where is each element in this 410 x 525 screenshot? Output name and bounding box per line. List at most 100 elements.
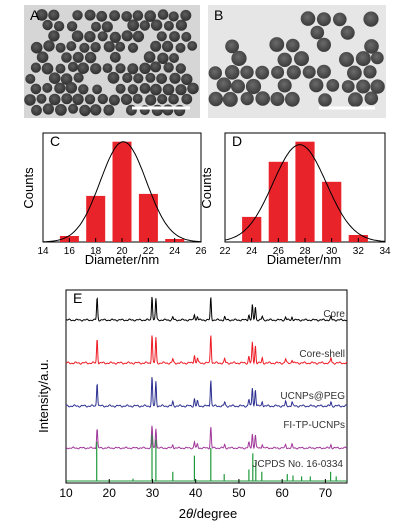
particle <box>84 31 96 43</box>
particle <box>162 40 174 53</box>
particle <box>181 73 193 86</box>
histogram-d: D Counts Diameter/nm 22 24 26 28 30 32 34 <box>199 132 391 267</box>
particle <box>347 65 362 81</box>
particle <box>208 66 222 80</box>
particle <box>163 62 174 73</box>
particle <box>150 83 162 96</box>
particle <box>48 93 61 106</box>
xrd-xlabel: 2θ/degree <box>179 506 237 521</box>
particle <box>231 50 247 66</box>
x-tick-label: 60 <box>275 486 289 500</box>
particle <box>127 19 140 32</box>
gaussian-fit-curve <box>42 141 202 243</box>
particle <box>145 94 157 106</box>
particle <box>54 82 66 94</box>
particle <box>277 52 292 67</box>
particle <box>169 72 181 84</box>
particle <box>162 83 175 96</box>
particle <box>156 31 167 42</box>
particle <box>340 25 355 40</box>
particle <box>133 73 144 84</box>
particle <box>48 72 61 84</box>
particle <box>127 84 139 95</box>
particle <box>356 79 371 94</box>
particle <box>30 83 42 95</box>
particle <box>53 21 65 32</box>
particle <box>109 51 121 63</box>
x-tick-label: 28 <box>299 246 311 257</box>
particle <box>132 10 144 21</box>
x-tick-label: 22 <box>219 246 231 257</box>
particle <box>175 42 186 53</box>
xrd-pattern-line <box>65 335 348 365</box>
particle <box>326 79 340 92</box>
particle <box>36 51 49 63</box>
particle <box>225 39 240 54</box>
particle <box>73 72 84 83</box>
histogram-bar <box>268 161 288 242</box>
particle <box>90 104 102 116</box>
particle <box>121 11 132 22</box>
particle <box>286 38 300 53</box>
particle <box>115 63 126 74</box>
x-tick-label: 10 <box>59 486 73 500</box>
particle <box>121 30 133 42</box>
particle <box>115 41 126 52</box>
particle <box>61 93 73 105</box>
particle <box>364 91 379 106</box>
particle <box>109 31 121 43</box>
particle <box>150 19 163 31</box>
particle <box>222 91 238 107</box>
series-label: FI-TP-UCNPs <box>283 420 345 431</box>
particle <box>72 51 84 63</box>
histogram-bar <box>112 141 132 242</box>
histogram-bar <box>242 216 262 242</box>
particle <box>286 65 301 80</box>
particle <box>316 64 331 79</box>
particle <box>363 65 377 79</box>
particle <box>364 39 379 54</box>
particle <box>120 93 133 105</box>
particle <box>84 9 96 21</box>
particle <box>31 104 42 116</box>
x-tick-label: 24 <box>169 246 181 257</box>
particle <box>132 93 143 104</box>
particle <box>77 62 89 74</box>
particle <box>144 10 156 22</box>
x-tick-label: 26 <box>195 246 207 257</box>
particle <box>168 93 179 105</box>
x-tick-label: 18 <box>90 246 102 257</box>
particle <box>90 42 101 53</box>
panel-label-b: B <box>214 7 223 23</box>
x-tick-label: 50 <box>232 486 246 500</box>
xrd-xlabel-prefix: 2 <box>179 506 186 521</box>
x-tick-label: 20 <box>103 486 117 500</box>
particle <box>175 63 186 74</box>
particle <box>66 41 77 52</box>
particle <box>102 63 113 73</box>
particle <box>231 79 245 94</box>
particle <box>294 51 309 67</box>
particle <box>132 30 145 43</box>
xrd-pattern-line <box>65 425 347 450</box>
particle <box>245 78 262 95</box>
xrd-pattern-line <box>65 377 348 408</box>
particle <box>30 41 43 54</box>
histogram-d-xlabel: Diameter/nm <box>267 252 341 267</box>
particle <box>150 40 162 52</box>
tem-image-b: B <box>208 5 386 118</box>
particle <box>180 9 192 21</box>
particle <box>79 104 91 117</box>
particle <box>156 73 168 84</box>
particle <box>333 12 347 27</box>
particle <box>370 51 384 65</box>
particle <box>24 94 36 106</box>
particle <box>71 30 84 42</box>
particles-a <box>24 9 199 117</box>
x-tick-label: 32 <box>353 246 365 257</box>
particle <box>143 51 156 63</box>
histogram-c-ylabel: Counts <box>21 167 36 209</box>
x-tick-label: 26 <box>273 246 285 257</box>
x-tick-label: 70 <box>319 486 333 500</box>
particle <box>101 21 113 33</box>
